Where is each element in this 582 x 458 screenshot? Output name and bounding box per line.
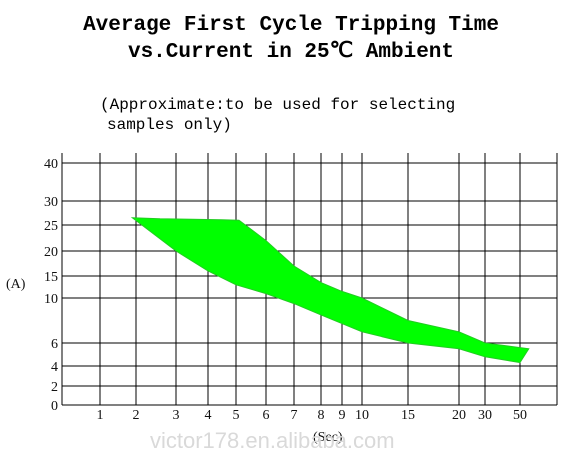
x-tick-label-8: 8 xyxy=(318,408,325,423)
y-tick-label-2: 2 xyxy=(51,380,58,395)
y-tick-label-40: 40 xyxy=(44,157,58,172)
tripping-time-band xyxy=(130,217,530,364)
x-tick-label-50: 50 xyxy=(513,408,527,423)
x-tick-label-10: 10 xyxy=(355,408,369,423)
y-tick-label-0: 0 xyxy=(51,399,58,414)
x-tick-label-1: 1 xyxy=(97,408,104,423)
x-tick-label-2: 2 xyxy=(133,408,140,423)
x-tick-labels: 1 2 3 4 5 6 7 8 9 10 15 20 30 50 xyxy=(97,408,528,423)
chart-title: Average First Cycle Tripping Time xyxy=(83,14,499,37)
chart-note-line1: (Approximate:to be used for selecting xyxy=(100,96,456,114)
watermark: victor178.en.alibaba.com xyxy=(150,428,395,453)
x-tick-label-6: 6 xyxy=(263,408,270,423)
y-tick-label-15: 15 xyxy=(44,270,58,285)
x-tick-label-30: 30 xyxy=(478,408,492,423)
y-tick-label-30: 30 xyxy=(44,195,58,210)
y-tick-label-6: 6 xyxy=(51,337,58,352)
chart-note-line2: samples only) xyxy=(107,116,232,134)
x-tick-label-9: 9 xyxy=(339,408,346,423)
x-axis-label: (Sec) xyxy=(313,430,343,445)
y-tick-label-4: 4 xyxy=(51,360,58,375)
x-tick-label-4: 4 xyxy=(205,408,212,423)
chart-subtitle: vs.Current in 25℃ Ambient xyxy=(127,41,455,64)
x-tick-label-3: 3 xyxy=(173,408,180,423)
y-tick-label-10: 10 xyxy=(44,292,58,307)
y-tick-label-25: 25 xyxy=(44,219,58,234)
y-tick-label-20: 20 xyxy=(44,245,58,260)
y-axis-label: (A) xyxy=(6,277,26,292)
x-tick-label-7: 7 xyxy=(291,408,298,423)
x-tick-label-5: 5 xyxy=(233,408,240,423)
x-tick-label-15: 15 xyxy=(401,408,415,423)
x-tick-label-20: 20 xyxy=(452,408,466,423)
